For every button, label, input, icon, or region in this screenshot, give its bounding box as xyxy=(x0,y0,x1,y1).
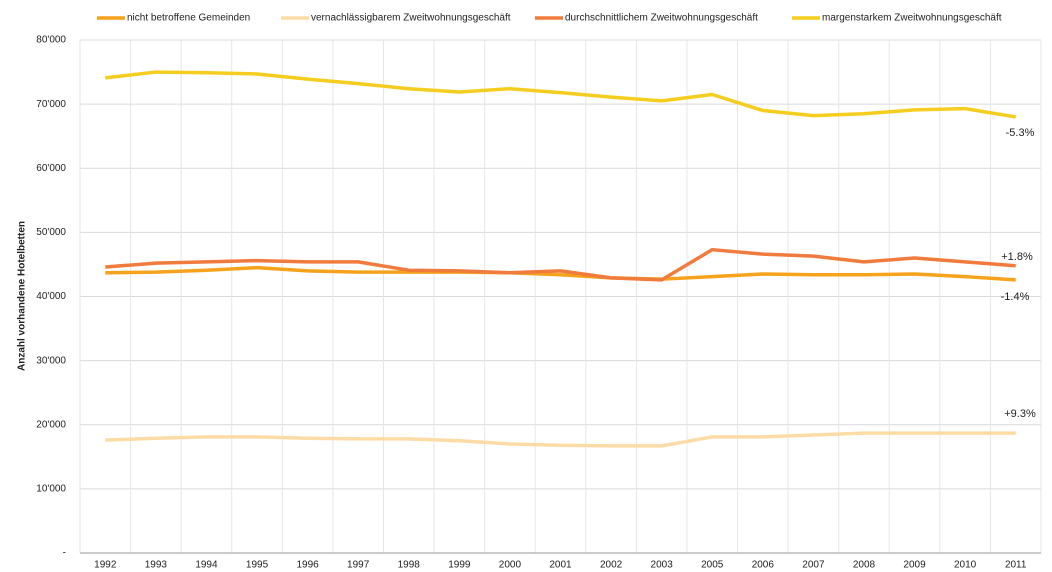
series-line xyxy=(105,431,1016,448)
series-line xyxy=(105,265,1016,282)
x-tick-label: 2000 xyxy=(499,560,522,571)
x-tick-label: 1994 xyxy=(195,560,218,571)
x-tick-label: 2011 xyxy=(1005,560,1027,571)
annotation: -5.3% xyxy=(1006,127,1035,139)
y-tick-label: 20'000 xyxy=(36,419,66,430)
series-line xyxy=(105,247,1016,282)
x-tick-label: 2005 xyxy=(701,560,724,571)
x-tick-label: 2003 xyxy=(651,560,674,571)
x-tick-label: 2008 xyxy=(853,560,876,571)
series-line xyxy=(105,70,1016,119)
x-tick-label: 2001 xyxy=(549,560,572,571)
y-tick-label: 10'000 xyxy=(36,484,66,495)
x-tick-label: 1996 xyxy=(296,560,319,571)
x-tick-label: 1998 xyxy=(398,560,421,571)
y-tick-label: 60'000 xyxy=(36,163,66,174)
y-tick-label: 80'000 xyxy=(36,35,66,46)
y-tick-label: 40'000 xyxy=(36,291,66,302)
y-tick-label: - xyxy=(63,548,66,559)
x-tick-label: 2009 xyxy=(903,560,926,571)
y-tick-label: 50'000 xyxy=(36,227,66,238)
legend-label: nicht betroffene Gemeinden xyxy=(127,13,250,24)
annotation: +9.3% xyxy=(1004,408,1036,420)
x-tick-label: 2006 xyxy=(752,560,775,571)
annotation: -1.4% xyxy=(1001,291,1030,303)
legend-label: durchschnittlichem Zweitwohnungsgeschäft xyxy=(565,13,758,24)
x-tick-label: 1993 xyxy=(145,560,168,571)
x-tick-label: 2002 xyxy=(600,560,623,571)
x-tick-label: 1999 xyxy=(448,560,471,571)
x-tick-label: 2007 xyxy=(802,560,825,571)
legend-label: margenstarkem Zweitwohnungsgeschäft xyxy=(822,13,1002,24)
x-tick-label: 1995 xyxy=(246,560,269,571)
y-axis-label: Anzahl vorhandene Hotelbetten xyxy=(17,221,28,371)
y-tick-label: 30'000 xyxy=(36,355,66,366)
y-tick-label: 70'000 xyxy=(36,99,66,110)
legend-label: vernachlässigbarem Zweitwohnungsgeschäft xyxy=(311,13,511,24)
x-tick-label: 1992 xyxy=(94,560,117,571)
annotation: +1.8% xyxy=(1001,251,1033,263)
x-tick-label: 1997 xyxy=(347,560,370,571)
x-tick-label: 2010 xyxy=(954,560,977,571)
